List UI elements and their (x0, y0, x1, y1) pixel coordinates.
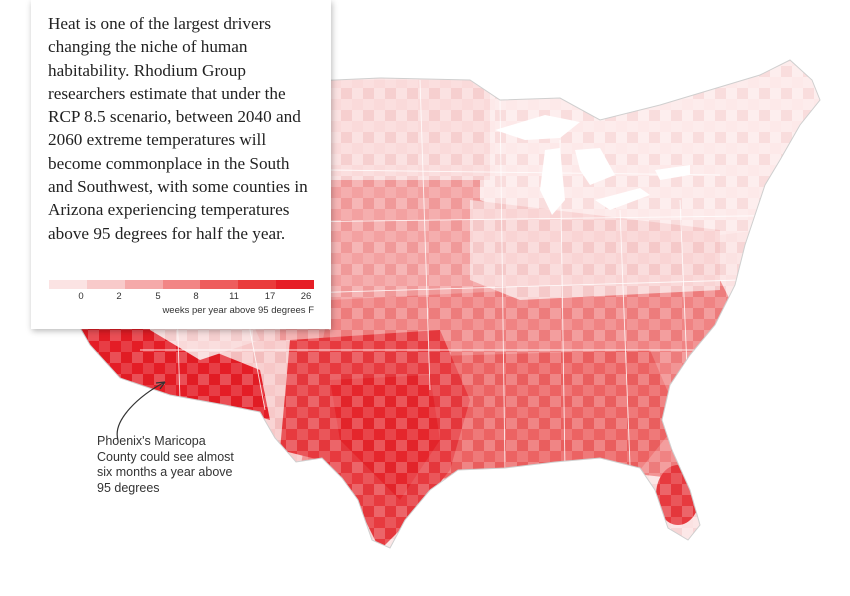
border-central-1 (419, 79, 431, 391)
legend-swatch (124, 280, 163, 289)
legend-color-bar (49, 280, 315, 289)
legend-tick-label: 0 (78, 291, 84, 302)
lake-superior (495, 115, 580, 140)
annotation-arrowhead (155, 381, 166, 390)
legend-tick-label: 11 (229, 291, 239, 302)
info-box: Heat is one of the largest drivers chang… (31, 0, 331, 329)
maricopa-annotation: Phoenix's Maricopa County could see almo… (97, 434, 234, 495)
legend-tick-label: 8 (193, 291, 199, 302)
legend: 0 2 5 8 11 17 26 weeks per year above 95… (49, 280, 315, 316)
border-east-2 (679, 199, 691, 441)
legend-tick-label: 2 (116, 291, 122, 302)
legend-tick-label: 26 (300, 291, 312, 302)
legend-swatch (276, 280, 315, 289)
lake-erie (595, 188, 650, 210)
legend-ticks: 0 2 5 8 11 17 26 (49, 291, 314, 305)
legend-tick-label: 5 (155, 291, 161, 302)
legend-swatch (86, 280, 125, 289)
legend-swatch (200, 280, 239, 289)
lake-ontario (655, 165, 690, 180)
border-central-3 (559, 139, 566, 471)
border-horizontal-4 (329, 169, 721, 176)
lake-huron (575, 148, 615, 185)
legend-caption: weeks per year above 95 degrees F (162, 305, 314, 316)
border-east-1 (619, 209, 631, 466)
annotation-arrow (116, 381, 166, 441)
border-central-2 (499, 99, 506, 471)
legend-tick-label: 17 (264, 291, 276, 302)
legend-swatch (238, 280, 277, 289)
lake-michigan (540, 148, 565, 215)
info-text: Heat is one of the largest drivers chang… (48, 14, 308, 243)
legend-swatch (162, 280, 201, 289)
legend-swatch (49, 280, 87, 289)
